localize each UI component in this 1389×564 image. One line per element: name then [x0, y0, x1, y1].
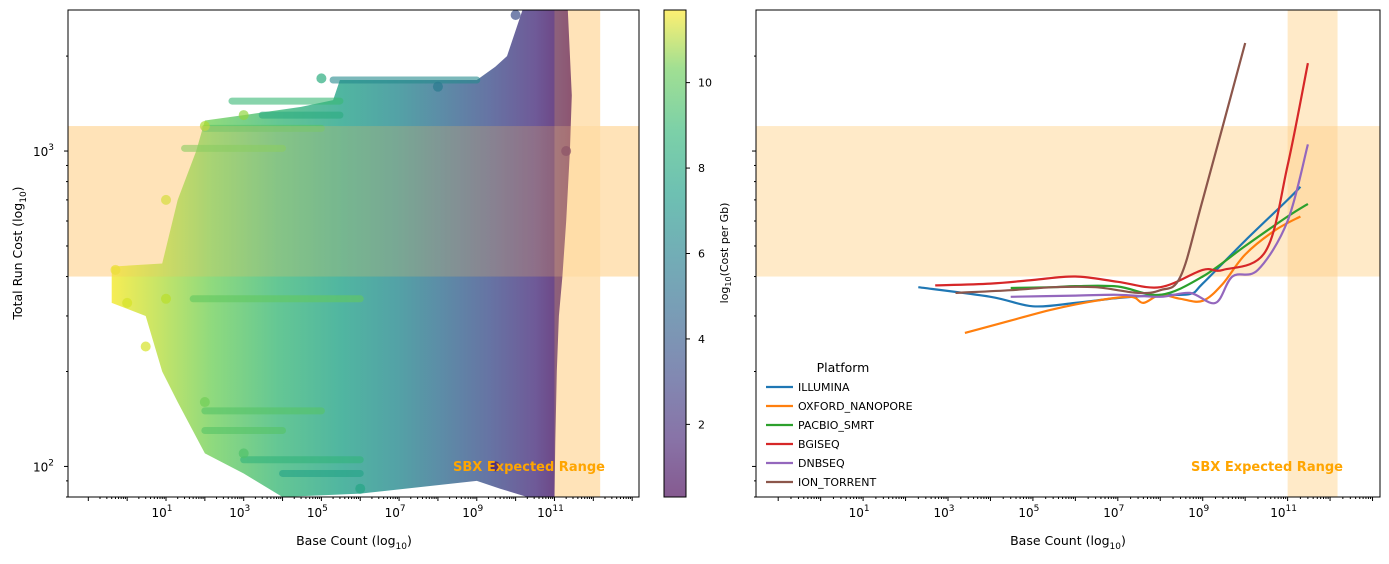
legend-label: DNBSEQ — [798, 457, 845, 470]
line-shade-overlap — [1287, 126, 1338, 277]
scatter-point — [161, 194, 172, 205]
x-tick-label: 1011 — [537, 504, 564, 520]
legend-items: ILLUMINA OXFORD_NANOPORE PACBIO_SMRT BGISEQ… — [766, 381, 913, 489]
x-tick-label: 109 — [462, 504, 483, 520]
y-tick-label: 103 — [33, 143, 54, 159]
scatter-point — [140, 341, 151, 352]
scatter-y-axis-label: Total Run Cost (log10) — [10, 186, 29, 320]
x-tick-label: 101 — [849, 504, 870, 520]
x-tick-label: 105 — [307, 504, 328, 520]
colorbar-label: log10(Cost per Gb) — [718, 203, 733, 304]
line-ticks: 101 103 105 107 109 1011 — [752, 55, 1374, 520]
scatter-sbx-label: SBX Expected Range — [453, 460, 605, 475]
line-series-dnbseq — [1010, 144, 1309, 305]
colorbar-tick-label: 2 — [698, 418, 705, 431]
scatter-point — [510, 10, 521, 20]
colorbar-tick-label: 10 — [698, 77, 712, 90]
legend: Platform ILLUMINA OXFORD_NANOPORE PACBIO_S… — [766, 360, 913, 489]
x-tick-label: 101 — [151, 504, 172, 520]
scatter-point — [561, 146, 572, 157]
scatter-point — [490, 461, 501, 472]
scatter-point — [316, 73, 327, 84]
scatter-point — [238, 448, 249, 459]
scatter-plot-area — [68, 10, 639, 497]
x-tick-label: 107 — [385, 504, 406, 520]
legend-label: ION_TORRENT — [798, 476, 876, 489]
scatter-point — [161, 293, 172, 304]
legend-label: OXFORD_NANOPORE — [798, 400, 913, 413]
colorbar-tick-label: 4 — [698, 333, 705, 346]
colorbar-tick-label: 8 — [698, 162, 705, 175]
scatter-shade-overlay — [554, 10, 601, 497]
line-plot-area — [756, 10, 1380, 497]
line-axes-frame — [755, 9, 1381, 498]
scatter-axes-frame — [67, 9, 640, 498]
scatter-point — [199, 397, 210, 408]
scatter-point — [238, 110, 249, 121]
line-series-ion-torrent — [955, 42, 1247, 295]
line-series-bgiseq — [935, 62, 1309, 289]
scatter-ticks: 101 103 105 107 109 1011 102 103 — [33, 55, 633, 520]
line-panel: 101 103 105 107 109 1011 SBX Expected Range B… — [752, 9, 1381, 552]
colorbar-ticks: 2 4 6 8 10 — [686, 77, 712, 431]
legend-label: ILLUMINA — [798, 381, 850, 394]
line-shade-y — [756, 126, 1380, 277]
legend-label: BGISEQ — [798, 438, 840, 451]
scatter-point — [355, 483, 366, 494]
legend-label: PACBIO_SMRT — [798, 419, 874, 432]
line-x-axis-label: Base Count (log10) — [1010, 533, 1126, 552]
x-tick-label: 107 — [1103, 504, 1124, 520]
scatter-point — [122, 297, 133, 308]
scatter-point — [199, 121, 210, 132]
y-tick-label: 102 — [33, 458, 54, 474]
colorbar-tick-label: 6 — [698, 248, 705, 261]
scatter-panel: 101 103 105 107 109 1011 102 103 SBX Expected R… — [10, 9, 640, 552]
x-tick-label: 103 — [229, 504, 250, 520]
scatter-point — [110, 264, 121, 275]
legend-title: Platform — [817, 360, 870, 375]
scatter-shade-overlay — [68, 126, 639, 277]
x-tick-label: 1011 — [1270, 504, 1297, 520]
colorbar: 2 4 6 8 10 log10(Cost per Gb) — [663, 9, 733, 498]
line-sbx-label: SBX Expected Range — [1191, 460, 1343, 475]
x-tick-label: 103 — [933, 504, 954, 520]
scatter-x-axis-label: Base Count (log10) — [296, 533, 412, 552]
scatter-point — [432, 81, 443, 92]
colorbar-gradient — [664, 10, 686, 497]
x-tick-label: 109 — [1188, 504, 1209, 520]
x-tick-label: 105 — [1018, 504, 1039, 520]
